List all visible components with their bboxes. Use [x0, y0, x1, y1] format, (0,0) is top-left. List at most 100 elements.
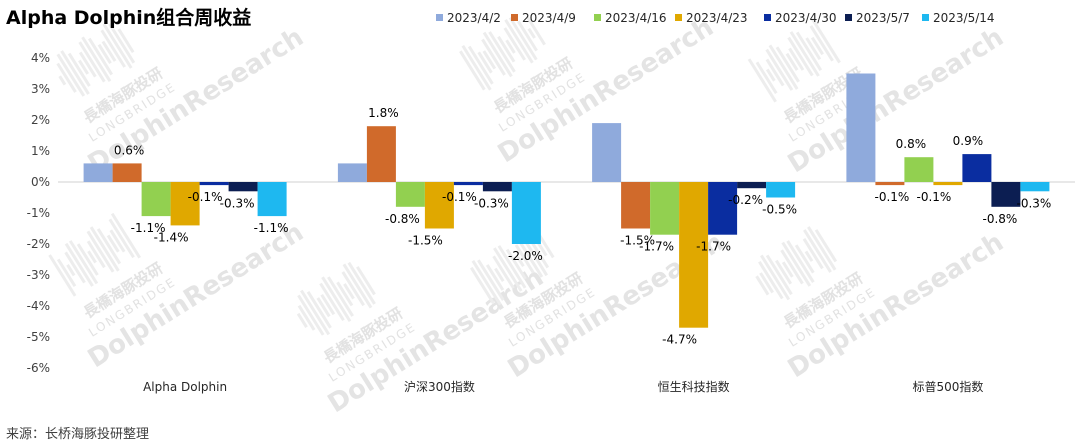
- watermark-stripe: [319, 282, 345, 322]
- y-tick-label: 0%: [31, 175, 50, 189]
- watermark-stripe: [316, 297, 331, 318]
- legend-label: 2023/4/9: [522, 11, 576, 25]
- watermark-stripe: [101, 40, 117, 62]
- watermark-stripe: [461, 44, 492, 91]
- bar: [366, 126, 396, 182]
- y-tick-label: -5%: [27, 330, 50, 344]
- watermark-stripe: [110, 212, 141, 259]
- data-label: -0.1%: [188, 190, 223, 204]
- watermark-stripe: [106, 234, 120, 253]
- watermark-stripe: [64, 251, 86, 284]
- bar: [1020, 182, 1050, 192]
- watermark-stripe: [56, 258, 77, 287]
- watermark-stripe: [794, 244, 815, 274]
- data-label: -2.0%: [508, 249, 543, 263]
- watermark-stripe: [306, 291, 332, 329]
- bar: [228, 182, 258, 192]
- watermark-stripe: [109, 229, 126, 253]
- data-label: -0.3%: [1016, 196, 1051, 210]
- watermark-stripe: [535, 240, 548, 257]
- watermark-stripe: [781, 241, 812, 287]
- data-label: -1.5%: [408, 234, 443, 248]
- watermark-stripe: [336, 281, 354, 307]
- watermark-stripe: [514, 234, 544, 278]
- watermark-stripe: [87, 37, 114, 76]
- watermark-stripe: [788, 47, 805, 71]
- watermark-stripe: [297, 294, 325, 336]
- watermark-stripe: [482, 50, 497, 70]
- bar: [962, 154, 992, 182]
- watermark-stripe: [492, 255, 515, 289]
- watermark-stripe: [517, 20, 538, 52]
- watermark-stripe: [108, 23, 136, 64]
- bar: [933, 182, 963, 186]
- watermark-stripe: [58, 75, 67, 86]
- watermark-stripe: [525, 15, 546, 46]
- category-labels: Alpha Dolphin 沪深300指数 恒生科技指数 标普500指数: [143, 379, 983, 394]
- legend-item: 2023/4/23: [675, 11, 748, 25]
- bar: [257, 182, 287, 217]
- watermark-stripe: [758, 260, 784, 300]
- watermark-stripe: [747, 58, 777, 103]
- data-label: 0.8%: [896, 137, 927, 151]
- watermark-stripe: [497, 245, 527, 289]
- watermark-stripe: [807, 226, 837, 271]
- data-label: -0.8%: [385, 212, 420, 226]
- bar: [141, 182, 171, 217]
- legend-label: 2023/5/14: [933, 11, 995, 25]
- data-label: -1.7%: [696, 240, 731, 254]
- watermark-stripe: [786, 240, 815, 283]
- watermark-stripe: [89, 226, 120, 272]
- source-note: 来源：长桥海豚投研整理: [6, 426, 149, 442]
- y-tick-label: -4%: [27, 299, 50, 313]
- watermark-stripe: [100, 29, 126, 68]
- watermark-stripe: [56, 53, 86, 97]
- watermark-stripe: [765, 254, 793, 296]
- watermark-stripe: [787, 36, 814, 77]
- y-tick-label: -1%: [27, 206, 50, 220]
- watermark-stripe: [810, 18, 841, 64]
- bar: [511, 182, 541, 244]
- bars: [83, 73, 1050, 328]
- data-label: -0.3%: [474, 196, 509, 210]
- watermark-stripe: [321, 276, 352, 323]
- watermark-stripe: [97, 43, 112, 64]
- y-tick-label: 2%: [31, 113, 50, 127]
- category-label: 沪深300指数: [404, 379, 475, 394]
- watermark-stripe: [810, 36, 824, 56]
- watermark-stripe: [320, 293, 336, 316]
- watermark-stripe: [66, 264, 76, 277]
- watermark-stripe: [768, 44, 799, 90]
- watermark-stripe: [803, 229, 832, 273]
- watermark-stripe: [785, 52, 799, 71]
- watermark-stripe: [481, 38, 506, 76]
- watermark-stripe: [503, 27, 526, 61]
- data-labels: 0.6%-1.1%-1.4%-0.1%-0.3%-1.1%1.8%-0.8%-1…: [114, 106, 1051, 347]
- legend-label: 2023/5/7: [856, 11, 910, 25]
- data-label: -1.1%: [254, 221, 289, 235]
- watermark-stripe: [488, 31, 516, 73]
- watermark-stripe: [60, 50, 90, 95]
- legend-swatch: [511, 14, 518, 21]
- data-label: -0.1%: [916, 190, 951, 204]
- watermark-stripe: [477, 51, 493, 74]
- y-tick-label: -6%: [27, 361, 50, 375]
- y-tick-label: 4%: [31, 51, 50, 65]
- y-tick-label: -2%: [27, 237, 50, 251]
- watermark-stripe: [48, 254, 77, 297]
- watermark-stripe: [67, 52, 91, 87]
- legend-swatch: [845, 14, 852, 21]
- watermark-stripe: [485, 264, 505, 291]
- legend-label: 2023/4/23: [686, 11, 748, 25]
- watermark-stripe: [296, 312, 308, 328]
- watermark-stripe: [775, 259, 793, 285]
- data-label: -0.3%: [220, 196, 255, 210]
- watermark-stripe: [300, 289, 331, 336]
- watermark-stripe: [108, 218, 135, 259]
- watermark-stripe: [341, 271, 365, 307]
- bar: [482, 182, 512, 192]
- legend-swatch: [675, 14, 682, 21]
- watermark-stripe: [78, 41, 106, 83]
